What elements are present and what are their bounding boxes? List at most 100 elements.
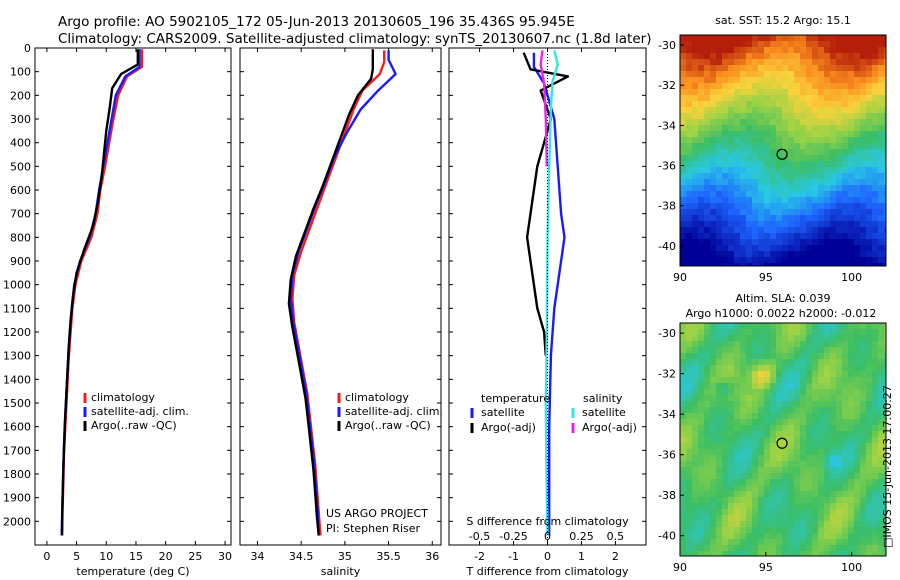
- map-cell: [866, 539, 872, 545]
- map-cell: [752, 527, 758, 533]
- map-cell: [866, 419, 872, 425]
- map-cell: [686, 341, 692, 347]
- map-cell: [872, 443, 878, 449]
- map-cell: [806, 155, 812, 161]
- map-cell: [830, 209, 836, 215]
- map-cell: [692, 425, 698, 431]
- map-cell: [770, 407, 776, 413]
- map-cell: [764, 197, 770, 203]
- map-cell: [680, 197, 686, 203]
- map-cell: [704, 341, 710, 347]
- map-cell: [860, 437, 866, 443]
- map-cell: [866, 449, 872, 455]
- map-cell: [794, 173, 800, 179]
- map-cell: [758, 509, 764, 515]
- map-cell: [860, 35, 866, 41]
- map-cell: [860, 107, 866, 113]
- map-cell: [842, 161, 848, 167]
- map-cell: [722, 341, 728, 347]
- map-cell: [680, 437, 686, 443]
- map-cell: [680, 233, 686, 239]
- map-cell: [758, 479, 764, 485]
- map-cell: [680, 41, 686, 47]
- map-cell: [698, 545, 704, 551]
- map-cell: [770, 197, 776, 203]
- map-cell: [842, 215, 848, 221]
- map-cell: [866, 443, 872, 449]
- map-cell: [692, 353, 698, 359]
- map-cell: [692, 263, 698, 266]
- map-cell: [698, 431, 704, 437]
- map-cell: [866, 329, 872, 335]
- map-cell: [722, 413, 728, 419]
- map-cell: [704, 407, 710, 413]
- map-cell: [782, 95, 788, 101]
- map-cell: [830, 83, 836, 89]
- map-cell: [782, 143, 788, 149]
- map-cell: [800, 323, 806, 329]
- map-cell: [782, 353, 788, 359]
- map-cell: [854, 185, 860, 191]
- map-cell: [716, 473, 722, 479]
- map-cell: [680, 431, 686, 437]
- map-cell: [860, 185, 866, 191]
- map-cell: [758, 545, 764, 551]
- map-cell: [692, 383, 698, 389]
- map-cell: [728, 227, 734, 233]
- map-cell: [698, 119, 704, 125]
- map-cell: [788, 455, 794, 461]
- map-cell: [758, 71, 764, 77]
- map-cell: [764, 425, 770, 431]
- map-cell: [770, 53, 776, 59]
- map-cell: [764, 209, 770, 215]
- map-cell: [800, 77, 806, 83]
- map-cell: [884, 131, 886, 137]
- map-cell: [764, 371, 770, 377]
- map-cell: [740, 443, 746, 449]
- map-cell: [878, 341, 884, 347]
- map-cell: [716, 125, 722, 131]
- map-cell: [860, 443, 866, 449]
- map-cell: [788, 335, 794, 341]
- map-cell: [692, 137, 698, 143]
- map-cell: [740, 77, 746, 83]
- map-cell: [776, 191, 782, 197]
- map-cell: [698, 407, 704, 413]
- map-cell: [746, 173, 752, 179]
- map-cell: [866, 203, 872, 209]
- map-cell: [704, 197, 710, 203]
- map-cell: [680, 521, 686, 527]
- map-cell: [722, 149, 728, 155]
- map-cell: [722, 65, 728, 71]
- map-cell: [860, 53, 866, 59]
- y-tick-label: 1500: [3, 397, 31, 410]
- map-cell: [830, 47, 836, 53]
- map-cell: [860, 335, 866, 341]
- map-cell: [776, 227, 782, 233]
- map-cell: [710, 83, 716, 89]
- map-cell: [722, 53, 728, 59]
- map-cell: [758, 377, 764, 383]
- map-cell: [686, 515, 692, 521]
- map-cell: [746, 125, 752, 131]
- map-cell: [740, 527, 746, 533]
- map-cell: [710, 125, 716, 131]
- map-cell: [728, 95, 734, 101]
- map-cell: [830, 503, 836, 509]
- map-cell: [734, 119, 740, 125]
- map-cell: [812, 533, 818, 539]
- map-cell: [728, 101, 734, 107]
- map-cell: [836, 389, 842, 395]
- map-cell: [770, 119, 776, 125]
- map-cell: [848, 41, 854, 47]
- map-cell: [710, 527, 716, 533]
- map-cell: [788, 329, 794, 335]
- map-cell: [782, 239, 788, 245]
- map-cell: [848, 395, 854, 401]
- map-cell: [812, 377, 818, 383]
- map-cell: [686, 65, 692, 71]
- map-cell: [758, 257, 764, 263]
- map-cell: [734, 239, 740, 245]
- map-cell: [848, 455, 854, 461]
- map-cell: [854, 485, 860, 491]
